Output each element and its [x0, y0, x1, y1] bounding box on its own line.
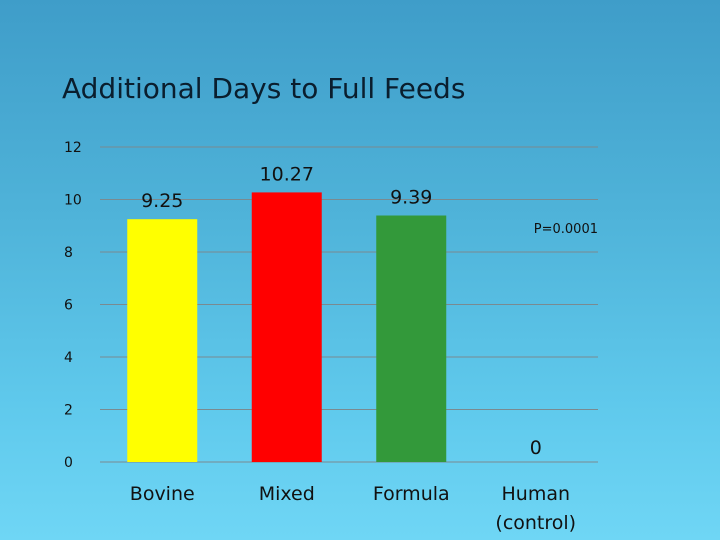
x-tick-label-mixed: Mixed [259, 483, 315, 505]
chart-title: Additional Days to Full Feeds [62, 72, 466, 105]
data-label-mixed: 10.27 [260, 163, 314, 185]
y-tick-label-10: 10 [64, 193, 82, 209]
x-tick-label-human: Human (control) [495, 483, 576, 534]
bar-formula [376, 215, 447, 462]
data-label-bovine: 9.25 [141, 190, 183, 212]
x-tick-label-bovine: Bovine [130, 483, 195, 505]
x-tick-label-formula: Formula [373, 483, 450, 505]
y-tick-label-2: 2 [64, 403, 73, 419]
y-tick-label-12: 12 [64, 140, 82, 156]
bar-bovine [127, 219, 198, 462]
y-tick-label-8: 8 [64, 245, 73, 261]
bar-mixed [251, 192, 322, 462]
data-label-formula: 9.39 [390, 187, 432, 209]
y-tick-label-0: 0 [64, 455, 73, 471]
y-tick-label-4: 4 [64, 350, 73, 366]
y-tick-label-6: 6 [64, 298, 73, 314]
data-label-human: 0 [530, 437, 542, 459]
p-value-annotation: P=0.0001 [534, 222, 598, 237]
